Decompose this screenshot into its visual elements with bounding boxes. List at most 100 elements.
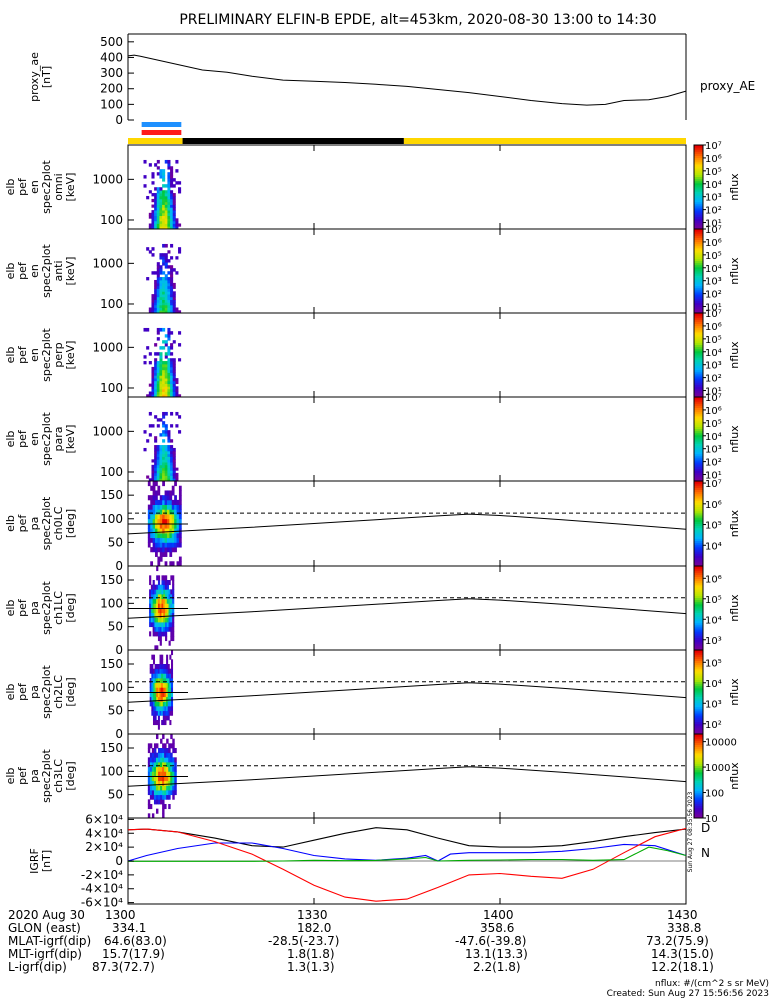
- panel-pa_ch2-cell: [166, 673, 169, 679]
- panel-spec_omni-cell: [167, 175, 171, 179]
- panel-pa_ch3-colorbar-cell: [694, 797, 703, 800]
- panel-spec_omni-cell: [156, 193, 160, 197]
- panel-pa_ch0-cell: [155, 499, 158, 506]
- panel-spec_anti-cell: [154, 310, 158, 314]
- panel-pa_ch1-cell: [149, 594, 152, 600]
- panel-pa_ch1-colorbar-cell: [694, 639, 703, 643]
- panel-pa_ch2-colorbar-cell: [694, 685, 703, 689]
- panel-pa_ch1-cell: [150, 598, 154, 604]
- panel-spec_para-cell: [172, 472, 176, 476]
- panel-spec_para-cell: [170, 439, 174, 443]
- panel-pa_ch1-cell: [163, 626, 166, 632]
- panel-pa_ch0-colorbar-label: 10⁵: [705, 521, 722, 532]
- panel-pa_ch0-cell: [150, 528, 154, 534]
- panel-spec_anti-cell: [159, 256, 163, 260]
- panel-igrf-side-stamp: Sun Aug 27 08:35:56 2023: [687, 792, 694, 873]
- panel-spec_omni-cell: [170, 201, 174, 205]
- panel-spec_anti-colorbar-cell: [694, 308, 703, 312]
- panel-spec_perp-cell: [151, 394, 155, 398]
- panel-spec_para-cell: [156, 424, 160, 428]
- panel-spec_para-cell: [148, 411, 152, 416]
- panel-pa_ch1-cell: [152, 612, 155, 618]
- panel-spec_perp-cell: [172, 383, 176, 387]
- panel-spec_omni-cell: [172, 218, 176, 222]
- panel-spec_omni-cell: [159, 198, 163, 203]
- panel-spec_omni-colorbar-cell: [694, 187, 703, 190]
- panel-spec_perp-cell: [159, 327, 163, 332]
- panel-spec_para-colorbar-label: 10⁵: [705, 419, 722, 430]
- panel-pa_ch2-cell: [154, 687, 157, 693]
- panel-pa_ch0-cell: [162, 547, 165, 553]
- panel-pa_ch3-cell: [172, 771, 175, 777]
- panel-spec_perp-colorbar-cell: [694, 359, 703, 362]
- panel-spec_anti-colorbar-cell: [694, 296, 703, 299]
- panel-pa_ch2-cell: [157, 687, 160, 693]
- panel-pa_ch1-colorbar-title: nflux: [728, 594, 741, 622]
- footer-created: Created: Sun Aug 27 15:56:56 2023: [606, 989, 769, 999]
- panel-pa_ch0-cell: [166, 518, 170, 524]
- panel-pa_ch2-cell: [157, 692, 160, 698]
- panel-spec_anti-colorbar-cell: [694, 281, 703, 285]
- panel-spec_perp-cell: [170, 383, 174, 387]
- panel-pa_ch3-colorbar-cell: [694, 805, 703, 808]
- panel-spec_omni-cell: [154, 223, 158, 227]
- panel-pa_ch0-cell: [166, 504, 170, 510]
- panel-spec_perp-cell: [159, 358, 163, 362]
- panel-spec_omni-colorbar-cell: [694, 216, 703, 219]
- panel-spec_para-cell: [167, 430, 171, 434]
- panel-pa_ch0-cell: [171, 561, 175, 567]
- panel-pa_ch3-ylabel-line: elb: [4, 768, 17, 785]
- panel-pa_ch3-cell: [158, 785, 161, 791]
- panel-pa_ch2-cell: [161, 682, 164, 688]
- panel-pa_ch0-colorbar-label: 10⁶: [705, 500, 722, 511]
- panel-pa_ch2-cell: [164, 701, 167, 707]
- panel-spec_perp-cell: [154, 366, 158, 371]
- panel-pa_ch2-cell: [169, 720, 172, 726]
- panel-pa_ch1-cell: [150, 594, 154, 600]
- panel-spec_omni-colorbar-cell: [694, 218, 703, 222]
- panel-spec_perp-colorbar-cell: [694, 317, 703, 320]
- panel-pa_ch3-cell: [164, 794, 167, 800]
- panel-pa_ch1-cell: [165, 612, 168, 618]
- panel-pa_ch3-cell: [170, 762, 173, 768]
- panel-spec_para-cell: [162, 464, 166, 469]
- panel-spec_omni-cell: [170, 207, 174, 211]
- panel-pa_ch1-cell: [161, 575, 164, 581]
- panel-pa_ch3-cell: [168, 748, 171, 754]
- panel-pa_ch3-cell: [162, 794, 165, 800]
- panel-spec_omni-cell: [154, 212, 158, 217]
- panel-pa_ch1-cell: [172, 631, 175, 637]
- panel-pa_ch2-cell: [171, 710, 174, 716]
- panel-pa_ch0-cell: [147, 481, 151, 487]
- panel-pa_ch0-cell: [174, 495, 177, 501]
- panel-spec_omni-cell: [159, 190, 163, 194]
- panel-spec_anti-colorbar-cell: [694, 298, 703, 301]
- panel-pa_ch0-cell: [164, 542, 168, 548]
- panel-spec_perp-colorbar-cell: [694, 365, 703, 369]
- panel-spec_omni-cell: [172, 220, 176, 224]
- panel-pa_ch0-colorbar-cell: [694, 481, 703, 484]
- panel-spec_perp-cell: [164, 386, 168, 390]
- panel-spec_perp-cell: [164, 372, 168, 376]
- panel-pa_ch1-cell: [165, 575, 168, 581]
- panel-pa_ch0-cell: [176, 518, 180, 524]
- panel-spec_omni-cell: [159, 187, 163, 191]
- panel-spec_para-cell: [148, 478, 152, 482]
- panel-pa_ch0-cell: [152, 528, 156, 534]
- panel-spec_omni-cell: [151, 210, 155, 214]
- panel-pa_ch1-cell: [150, 603, 154, 609]
- panel-spec_perp-colorbar-cell: [694, 313, 703, 316]
- panel-pa_ch1-frame: [127, 565, 687, 651]
- panel-spec_perp-cell: [162, 369, 166, 373]
- panel-spec_para-cell: [167, 453, 171, 457]
- panel-spec_para-cell: [164, 467, 168, 471]
- footer-label-glon: GLON (east): [8, 921, 81, 935]
- panel-spec_anti-cell: [159, 294, 163, 298]
- panel-pa_ch1-colorbar-cell: [694, 595, 703, 598]
- panel-pa_ch3-cell: [160, 799, 163, 805]
- panel-pa_ch3-colorbar-cell: [694, 773, 703, 777]
- panel-pa_ch0-cell: [157, 532, 161, 539]
- panel-pa_ch3-cell: [164, 780, 167, 786]
- panel-pa_ch0-cell: [171, 523, 175, 529]
- panel-spec_perp-colorbar-label: 10⁷: [705, 309, 722, 320]
